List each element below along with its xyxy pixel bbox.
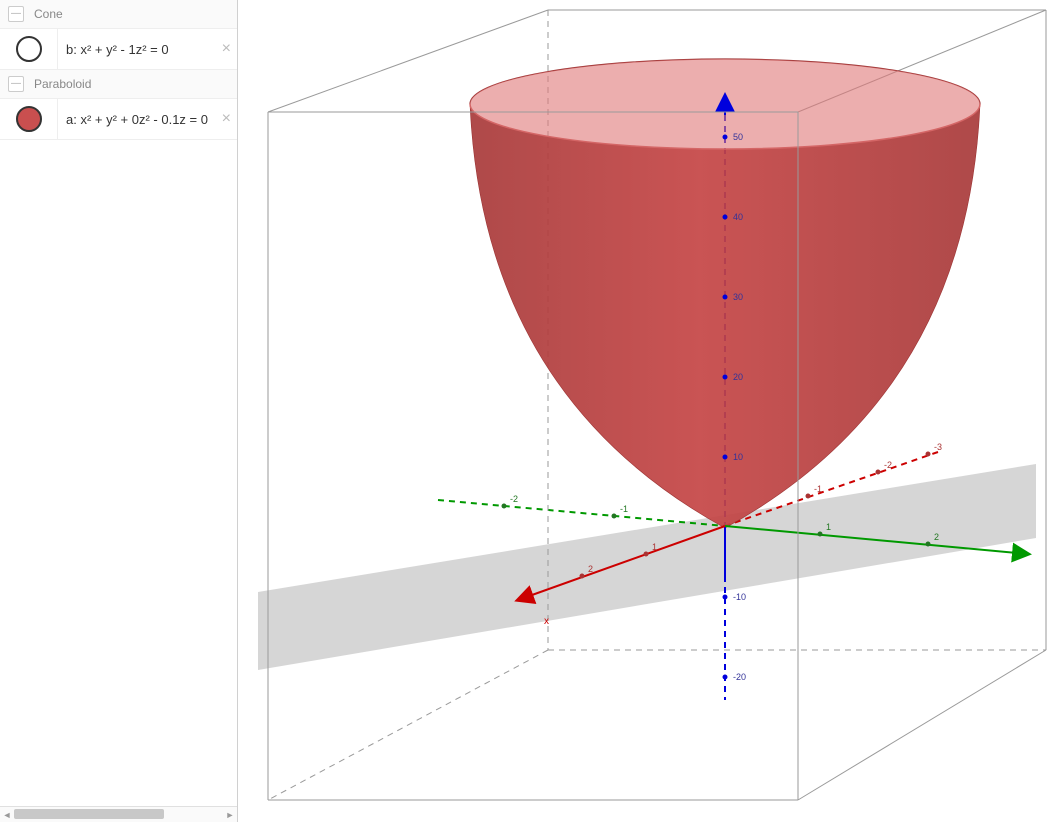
axis-tick-label: 10 bbox=[733, 452, 743, 462]
horizontal-scrollbar[interactable]: ◄ ► bbox=[0, 806, 237, 822]
equation-cell[interactable]: a: x² + y² + 0z² - 0.1z = 0 × bbox=[58, 108, 237, 131]
algebra-sidebar: — Cone b: x² + y² - 1z² = 0 × — Parabolo… bbox=[0, 0, 238, 822]
axis-tick-label: -10 bbox=[733, 592, 746, 602]
axis-tick bbox=[723, 455, 728, 460]
equation-text: b: x² + y² - 1z² = 0 bbox=[66, 42, 169, 57]
x-axis-label: x bbox=[544, 616, 549, 627]
axis-tick-label: 2 bbox=[588, 564, 593, 574]
visibility-toggle[interactable] bbox=[0, 99, 58, 139]
axis-tick-label: 2 bbox=[934, 532, 939, 542]
scroll-left-icon[interactable]: ◄ bbox=[0, 807, 14, 823]
close-icon[interactable]: × bbox=[222, 40, 231, 58]
axis-tick bbox=[612, 514, 617, 519]
group-title: Cone bbox=[34, 7, 63, 21]
axis-tick-label: 1 bbox=[826, 522, 831, 532]
axis-tick bbox=[723, 295, 728, 300]
axis-tick bbox=[502, 504, 507, 509]
axis-tick-label: -2 bbox=[884, 460, 892, 470]
3d-viewport[interactable]: -3 -2 -1 1 2 -2 -1 1 2 50 40 30 20 10 -10 -20 x bbox=[238, 0, 1061, 822]
axis-tick-label: 30 bbox=[733, 292, 743, 302]
axis-tick bbox=[644, 552, 649, 557]
axis-tick bbox=[723, 375, 728, 380]
axis-tick-label: -1 bbox=[814, 484, 822, 494]
sidebar-content: — Cone b: x² + y² - 1z² = 0 × — Parabolo… bbox=[0, 0, 237, 806]
equation-cell[interactable]: b: x² + y² - 1z² = 0 × bbox=[58, 38, 237, 61]
axis-tick-label: -20 bbox=[733, 672, 746, 682]
equation-text: a: x² + y² + 0z² - 0.1z = 0 bbox=[66, 112, 208, 127]
axis-tick-label: 40 bbox=[733, 212, 743, 222]
collapse-icon[interactable]: — bbox=[8, 76, 24, 92]
axis-tick-label: 1 bbox=[652, 542, 657, 552]
axis-tick bbox=[723, 675, 728, 680]
axis-tick-label: 50 bbox=[733, 132, 743, 142]
group-header-cone[interactable]: — Cone bbox=[0, 0, 237, 29]
algebra-row-paraboloid[interactable]: a: x² + y² + 0z² - 0.1z = 0 × bbox=[0, 99, 237, 140]
axis-tick bbox=[926, 452, 931, 457]
axis-tick bbox=[876, 470, 881, 475]
axis-tick-label: -1 bbox=[620, 504, 628, 514]
scrollbar-thumb[interactable] bbox=[14, 809, 164, 819]
group-title: Paraboloid bbox=[34, 77, 91, 91]
scroll-right-icon[interactable]: ► bbox=[223, 807, 237, 823]
axis-tick bbox=[580, 574, 585, 579]
visibility-toggle[interactable] bbox=[0, 29, 58, 69]
group-header-paraboloid[interactable]: — Paraboloid bbox=[0, 70, 237, 99]
xy-plane bbox=[258, 464, 1036, 670]
axis-tick bbox=[723, 135, 728, 140]
axis-tick bbox=[723, 215, 728, 220]
close-icon[interactable]: × bbox=[222, 110, 231, 128]
axis-tick bbox=[723, 595, 728, 600]
scene-canvas[interactable]: -3 -2 -1 1 2 -2 -1 1 2 50 40 30 20 10 -10 -20 x bbox=[238, 0, 1061, 822]
axis-tick bbox=[926, 542, 931, 547]
axis-tick-label: -3 bbox=[934, 442, 942, 452]
axis-tick bbox=[818, 532, 823, 537]
visibility-circle-icon[interactable] bbox=[16, 106, 42, 132]
axis-tick-label: -2 bbox=[510, 494, 518, 504]
visibility-circle-icon[interactable] bbox=[16, 36, 42, 62]
algebra-row-cone[interactable]: b: x² + y² - 1z² = 0 × bbox=[0, 29, 237, 70]
axis-tick bbox=[806, 494, 811, 499]
axis-tick-label: 20 bbox=[733, 372, 743, 382]
collapse-icon[interactable]: — bbox=[8, 6, 24, 22]
